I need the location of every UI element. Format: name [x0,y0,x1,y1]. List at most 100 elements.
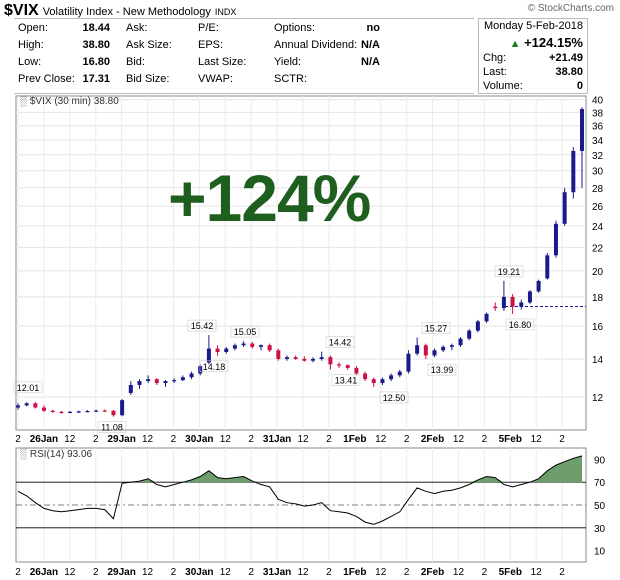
candle-body [415,345,420,354]
price-y-tick: 36 [592,122,604,133]
rsi-x-tick: 30Jan [185,567,213,578]
candle [128,381,133,395]
candle-body [50,410,55,412]
open-label: Open: [18,22,48,34]
price-callout: 14.42 [329,338,352,348]
rsi-x-tick: 2 [93,567,99,578]
price-y-tick: 40 [592,96,604,107]
up-triangle-icon: ▲ [509,38,521,50]
candle-body [432,350,437,356]
candle-body [120,400,125,416]
price-y-tick: 12 [592,393,604,404]
high-label: High: [18,39,44,51]
candle [337,362,342,368]
dividend-label: Annual Dividend: [274,39,358,51]
rsi-x-tick: 12 [142,567,154,578]
candle [267,343,272,352]
candle-body [102,410,107,412]
price-y-tick: 26 [592,202,604,213]
candle-body [163,381,168,384]
price-callout: 11.08 [101,423,123,433]
candle [258,344,263,351]
rsi-y-tick: 10 [594,547,606,558]
price-x-tick: 12 [531,434,543,445]
candle [467,329,472,341]
candle [24,402,29,407]
candle [85,410,90,413]
candle [415,337,420,356]
candle-body [519,302,524,307]
candle-body [371,379,376,384]
candle-body [441,346,446,351]
price-y-tick: 22 [592,243,604,254]
candle-body [59,411,64,414]
candle [146,375,151,384]
candle-body [337,364,342,366]
yield-value: N/A [361,56,380,68]
candle-body [250,343,255,347]
candle-body [172,380,177,382]
candle-body [24,403,29,406]
price-y-tick: 38 [592,108,604,119]
price-callout: 19.21 [498,267,521,277]
candle-body [354,367,359,374]
price-x-tick: 2 [171,434,177,445]
price-x-tick: 12 [220,434,232,445]
candle-body [137,381,142,385]
candle-body [85,410,90,413]
rsi-x-tick: 12 [64,567,76,578]
rsi-x-tick: 5Feb [499,567,522,578]
candle [406,350,411,374]
price-x-tick: 2 [93,434,99,445]
candle [458,337,463,347]
price-x-tick: 2 [482,434,488,445]
candle-body [215,348,220,352]
candle-body [276,350,281,359]
candle-body [68,411,73,414]
candle-body [363,373,368,380]
candle-body [406,353,411,372]
candle-body [284,357,289,359]
quote-chg-row: Chg: +21.49 [483,52,583,66]
price-callout-box [505,318,535,331]
price-callout-box [199,360,229,373]
candle-body [536,280,541,292]
price-x-tick: 5Feb [499,434,522,445]
candle-body [571,150,576,193]
price-callout-box [379,391,409,404]
vwap-label: VWAP: [198,73,234,85]
candle-body [475,321,480,331]
candle-body [527,291,532,303]
quote-volume-row: Volume: 0 [483,80,583,94]
quote-change-row: ▲ +124.15% [483,35,583,51]
price-x-tick: 31Jan [263,434,291,445]
candle [94,409,99,412]
candle [76,410,81,413]
candle [580,107,584,188]
candle [154,378,159,385]
candle [33,402,38,409]
symbol-description: Volatility Index - New Methodology [42,6,211,18]
price-callout-box [97,421,127,434]
rsi-x-tick: 12 [297,567,309,578]
price-y-tick: 24 [592,222,604,233]
price-x-tick: 12 [297,434,309,445]
candle [527,290,532,304]
candle-body [302,358,307,361]
price-callout: 13.99 [431,365,454,375]
price-callout: 15.05 [234,327,257,337]
candle [42,405,47,412]
exchange: INDX [214,7,237,17]
last-label: Last: [483,66,507,78]
rsi-x-tick: 12 [220,567,232,578]
quote-panel: Monday 5-Feb-2018 ▲ +124.15% Chg: +21.49… [478,18,588,94]
candle-body [206,348,211,363]
price-x-tick: 12 [64,434,76,445]
candle [545,253,550,280]
chg-label: Chg: [483,52,507,64]
price-x-tick: 2 [326,434,332,445]
price-callout-box [331,374,361,386]
price-x-tick: 1Feb [343,434,366,445]
